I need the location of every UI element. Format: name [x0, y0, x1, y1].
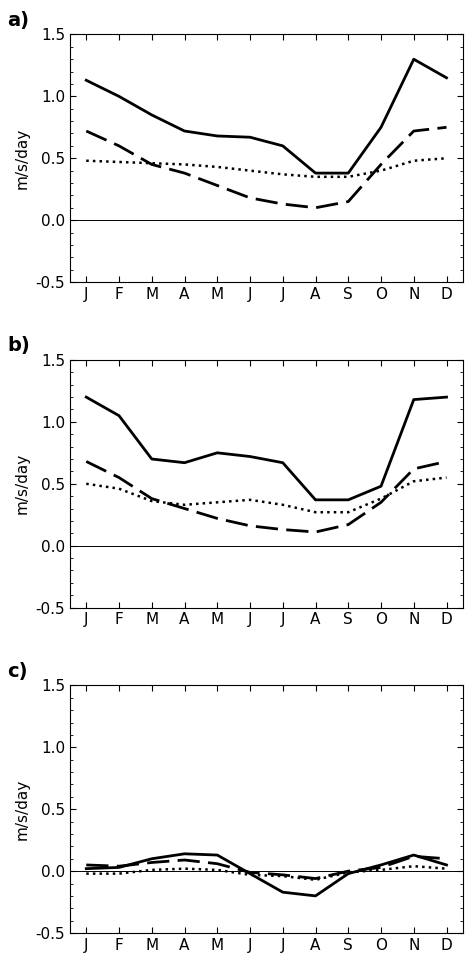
Text: b): b)	[7, 336, 30, 355]
Y-axis label: m/s/day: m/s/day	[15, 453, 30, 515]
Y-axis label: m/s/day: m/s/day	[15, 779, 30, 840]
Text: c): c)	[7, 661, 27, 681]
Y-axis label: m/s/day: m/s/day	[15, 127, 30, 189]
Text: a): a)	[7, 11, 29, 30]
